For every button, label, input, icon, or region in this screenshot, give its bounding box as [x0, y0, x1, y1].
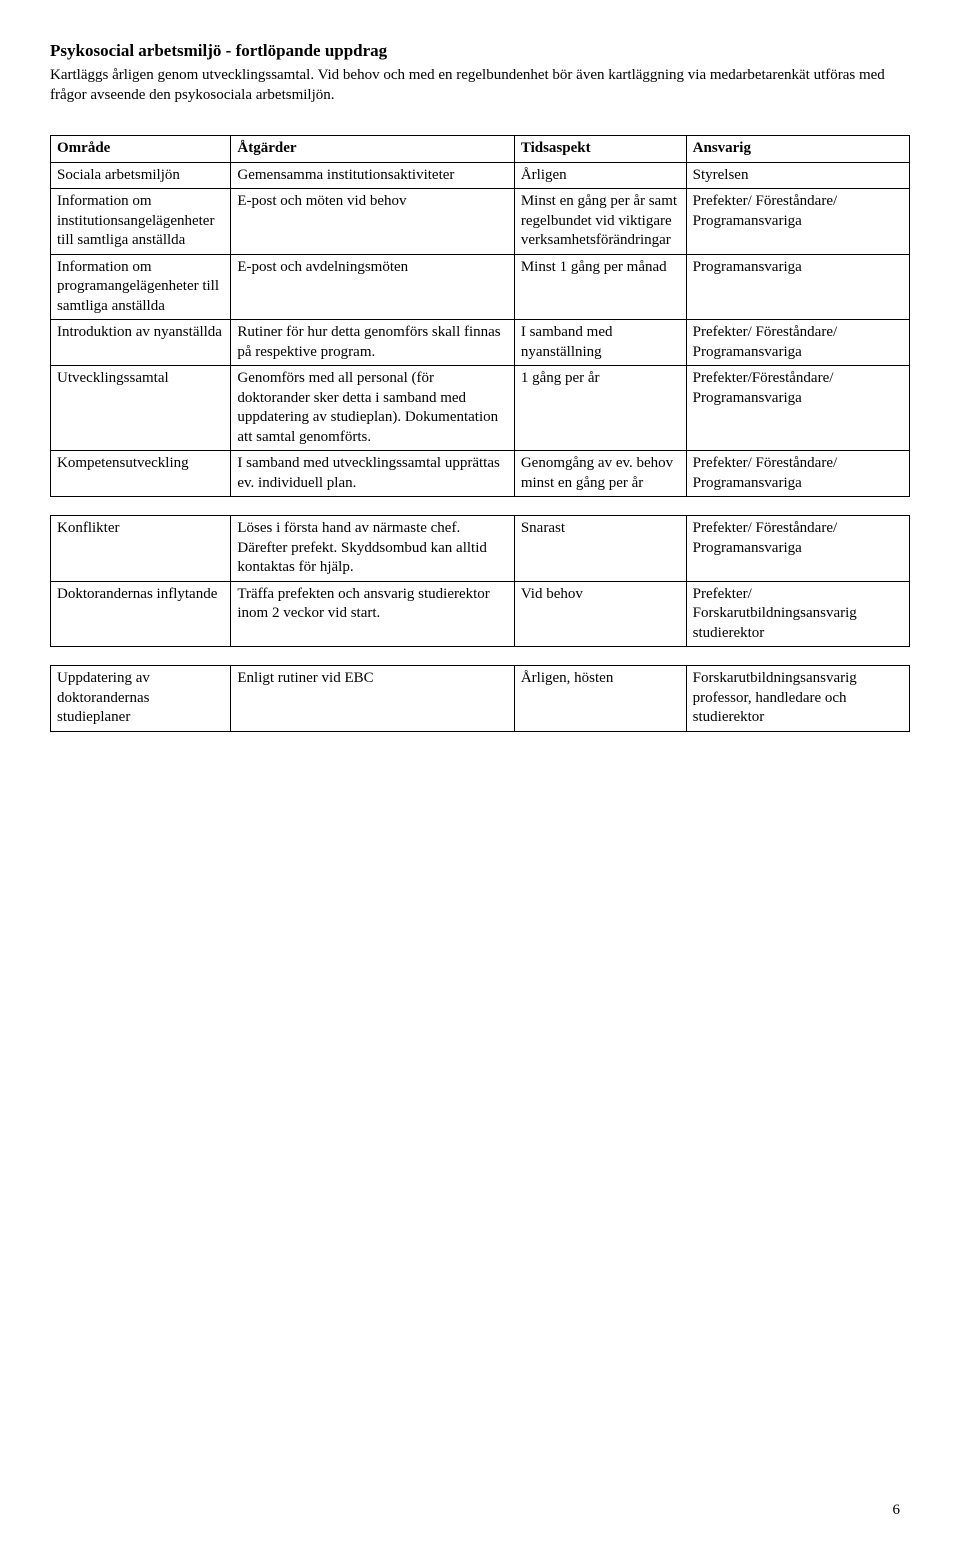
col-header: Tidsaspekt: [514, 136, 686, 163]
cell: Styrelsen: [686, 162, 909, 189]
col-header: Område: [51, 136, 231, 163]
main-table-section3: Uppdatering av doktorandernas studieplan…: [50, 665, 910, 732]
cell: Utvecklingssamtal: [51, 366, 231, 451]
table-row: Introduktion av nyanställda Rutiner för …: [51, 320, 910, 366]
cell: Programansvariga: [686, 254, 909, 320]
cell: Prefekter/ Föreståndare/ Programansvarig…: [686, 189, 909, 255]
table-row: Sociala arbetsmiljön Gemensamma institut…: [51, 162, 910, 189]
col-header: Åtgärder: [231, 136, 514, 163]
table-row: Doktorandernas inflytande Träffa prefekt…: [51, 581, 910, 647]
cell: Löses i första hand av närmaste chef. Dä…: [231, 516, 514, 582]
cell: E-post och avdelningsmöten: [231, 254, 514, 320]
cell: Doktorandernas inflytande: [51, 581, 231, 647]
cell: Prefekter/ Föreståndare/ Programansvarig…: [686, 320, 909, 366]
cell: Sociala arbetsmiljön: [51, 162, 231, 189]
table-row: Information om programangelägenheter til…: [51, 254, 910, 320]
cell: Vid behov: [514, 581, 686, 647]
page-heading: Psykosocial arbetsmiljö - fortlöpande up…: [50, 40, 910, 62]
cell: Enligt rutiner vid EBC: [231, 666, 514, 732]
cell: Information om programangelägenheter til…: [51, 254, 231, 320]
col-header: Ansvarig: [686, 136, 909, 163]
table-row: Utvecklingssamtal Genomförs med all pers…: [51, 366, 910, 451]
cell: I samband med nyanställning: [514, 320, 686, 366]
cell: Träffa prefekten och ansvarig studierekt…: [231, 581, 514, 647]
cell: I samband med utvecklingssamtal upprätta…: [231, 451, 514, 497]
cell: Kompetensutveckling: [51, 451, 231, 497]
cell: Forskarutbildningsansvarig professor, ha…: [686, 666, 909, 732]
cell: Snarast: [514, 516, 686, 582]
intro-paragraph: Kartläggs årligen genom utvecklingssamta…: [50, 66, 910, 105]
table-header-row: Område Åtgärder Tidsaspekt Ansvarig: [51, 136, 910, 163]
page-number: 6: [893, 1501, 901, 1521]
cell: Uppdatering av doktorandernas studieplan…: [51, 666, 231, 732]
cell: Prefekter/ Föreståndare/ Programansvarig…: [686, 451, 909, 497]
cell: Genomförs med all personal (för doktoran…: [231, 366, 514, 451]
cell: Konflikter: [51, 516, 231, 582]
cell: Gemensamma institutionsaktiviteter: [231, 162, 514, 189]
main-table-section1: Område Åtgärder Tidsaspekt Ansvarig Soci…: [50, 135, 910, 497]
main-table-section2: Konflikter Löses i första hand av närmas…: [50, 515, 910, 647]
cell: Årligen, hösten: [514, 666, 686, 732]
table-row: Kompetensutveckling I samband med utveck…: [51, 451, 910, 497]
table-row: Konflikter Löses i första hand av närmas…: [51, 516, 910, 582]
cell: Prefekter/ Forskarutbildningsansvarig st…: [686, 581, 909, 647]
table-row: Information om institutionsangelägenhete…: [51, 189, 910, 255]
cell: Rutiner för hur detta genomförs skall fi…: [231, 320, 514, 366]
table-row: Uppdatering av doktorandernas studieplan…: [51, 666, 910, 732]
cell: Minst 1 gång per månad: [514, 254, 686, 320]
cell: Årligen: [514, 162, 686, 189]
cell: Introduktion av nyanställda: [51, 320, 231, 366]
cell: 1 gång per år: [514, 366, 686, 451]
cell: Genomgång av ev. behov minst en gång per…: [514, 451, 686, 497]
cell: Minst en gång per år samt regelbundet vi…: [514, 189, 686, 255]
cell: Prefekter/Föreståndare/ Programansvariga: [686, 366, 909, 451]
cell: E-post och möten vid behov: [231, 189, 514, 255]
cell: Prefekter/ Föreståndare/ Programansvarig…: [686, 516, 909, 582]
cell: Information om institutionsangelägenhete…: [51, 189, 231, 255]
